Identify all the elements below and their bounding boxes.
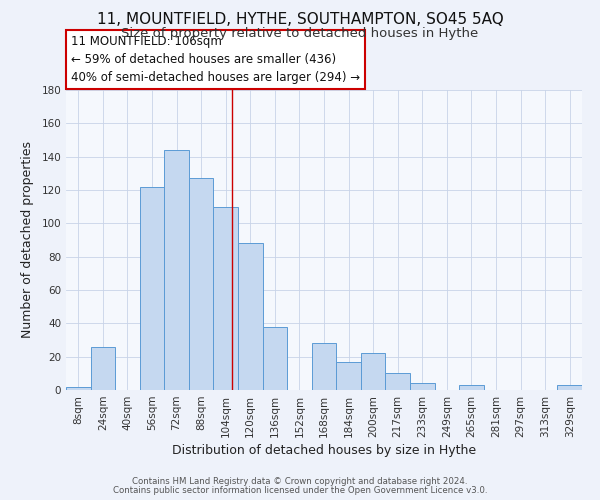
Bar (410, 384, 434, 390)
Bar (263, 326, 287, 390)
Bar (312, 344, 336, 390)
Bar (91, 346, 115, 390)
Bar (336, 362, 361, 390)
Bar (385, 374, 410, 390)
Bar (189, 178, 214, 390)
Text: 11 MOUNTFIELD: 106sqm
← 59% of detached houses are smaller (436)
40% of semi-det: 11 MOUNTFIELD: 106sqm ← 59% of detached … (71, 35, 360, 84)
Bar (164, 150, 189, 390)
Text: 11, MOUNTFIELD, HYTHE, SOUTHAMPTON, SO45 5AQ: 11, MOUNTFIELD, HYTHE, SOUTHAMPTON, SO45… (97, 12, 503, 28)
Bar (214, 206, 238, 390)
Bar (459, 385, 484, 390)
Bar (66, 386, 91, 390)
Text: Size of property relative to detached houses in Hythe: Size of property relative to detached ho… (121, 28, 479, 40)
X-axis label: Distribution of detached houses by size in Hythe: Distribution of detached houses by size … (172, 444, 476, 457)
Text: Contains HM Land Registry data © Crown copyright and database right 2024.: Contains HM Land Registry data © Crown c… (132, 477, 468, 486)
Text: Contains public sector information licensed under the Open Government Licence v3: Contains public sector information licen… (113, 486, 487, 495)
Bar (238, 244, 263, 390)
Bar (140, 186, 164, 390)
Y-axis label: Number of detached properties: Number of detached properties (22, 142, 34, 338)
Bar (557, 385, 582, 390)
Bar (361, 354, 385, 390)
